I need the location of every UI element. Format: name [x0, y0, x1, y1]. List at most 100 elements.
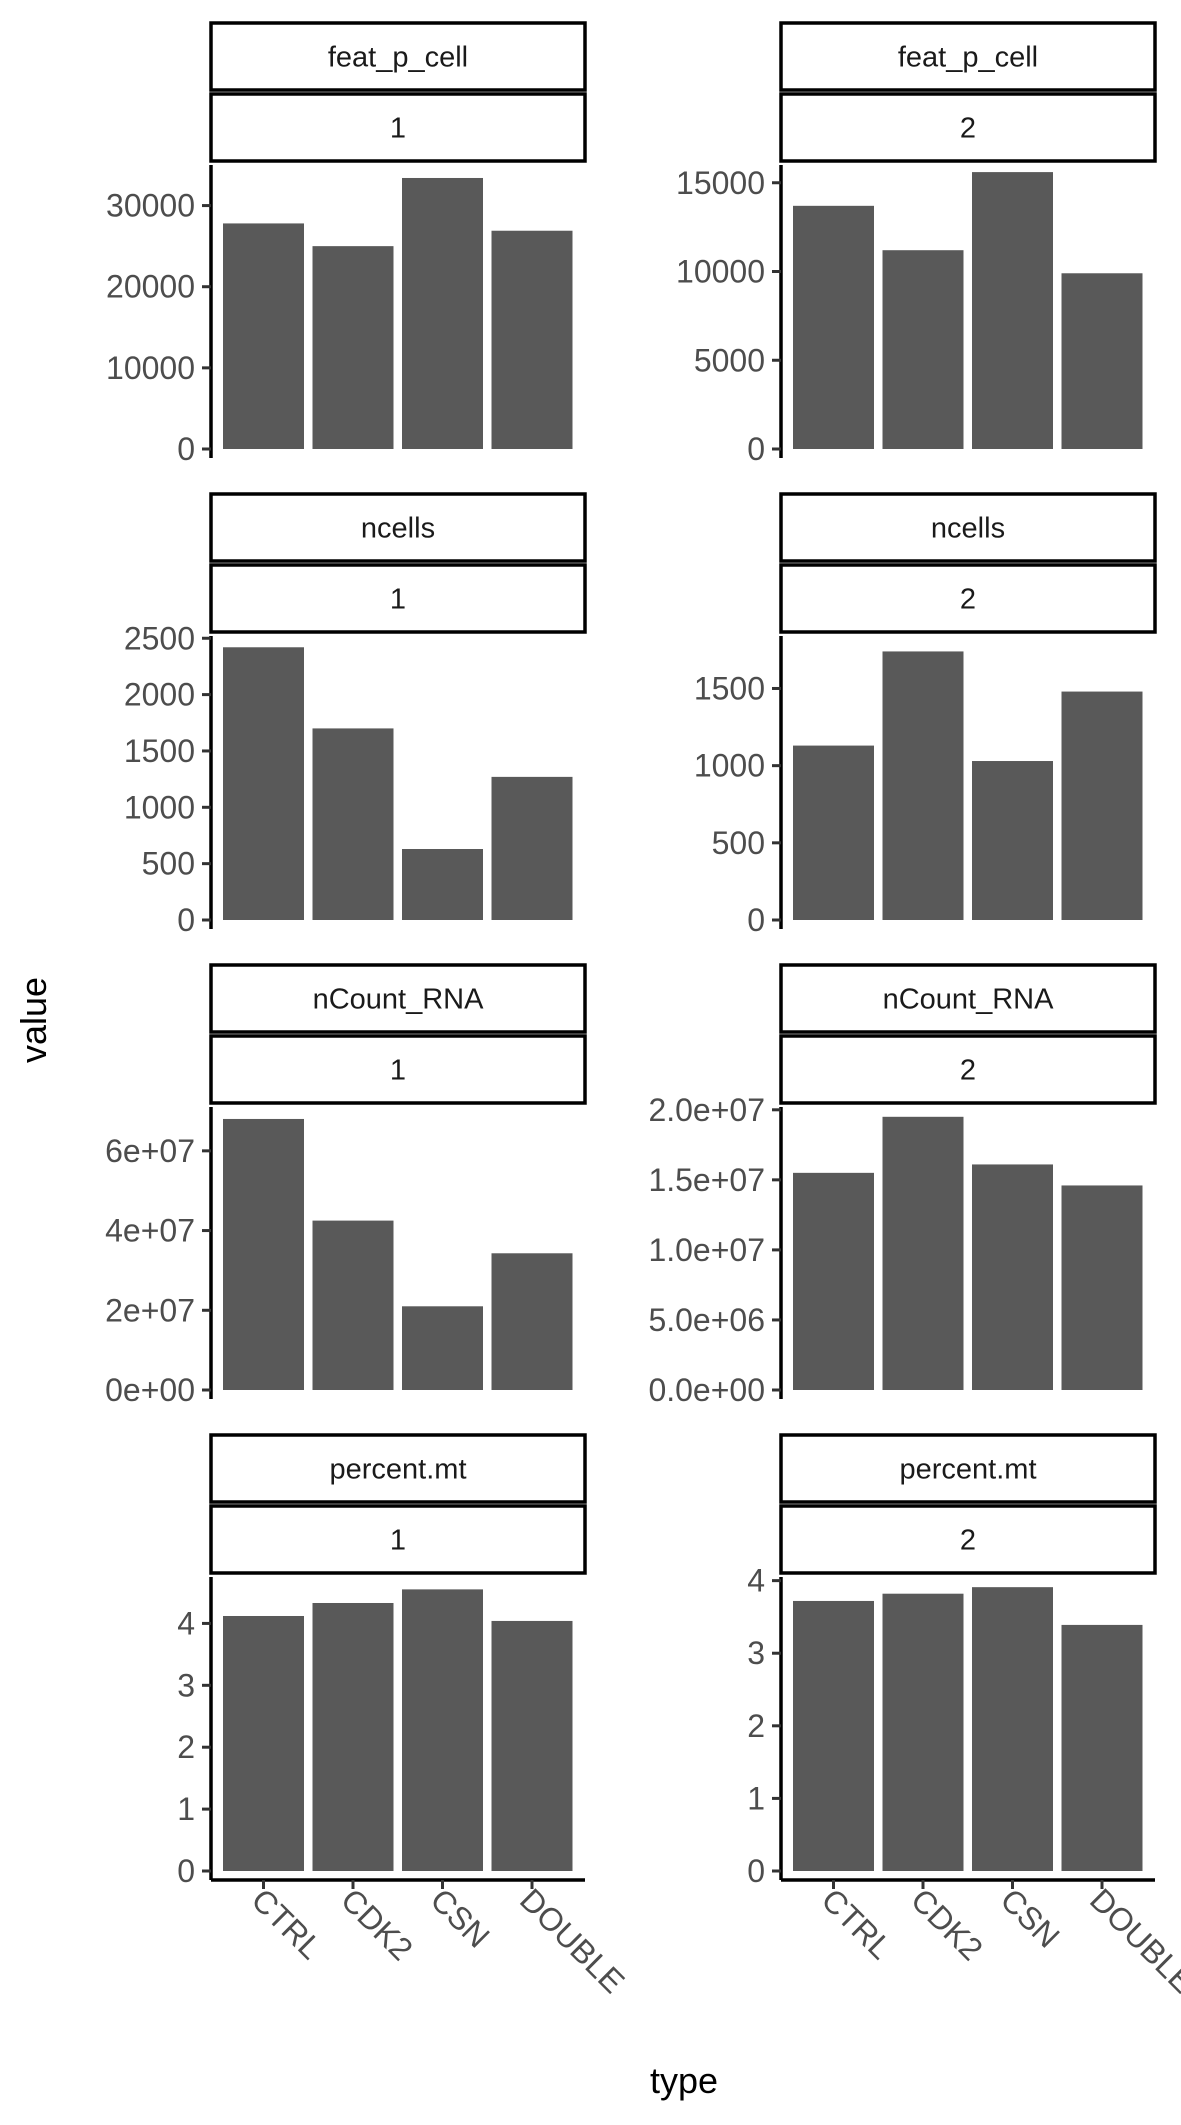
facet-6-y-tick-label: 1.0e+07	[648, 1232, 765, 1268]
facet-7-bar-double	[491, 1620, 573, 1871]
facet-6-y-tick-label: 1.5e+07	[648, 1162, 765, 1198]
facet-4-strip-variable-label: ncells	[931, 513, 1005, 545]
facet-8-strip-group	[779, 1504, 1157, 1575]
facet-8-strip-variable-label: percent.mt	[900, 1454, 1037, 1486]
facet-2-strip-group	[779, 92, 1157, 163]
facet-5-y-tick-label: 4e+07	[105, 1213, 195, 1249]
facet-8-bar-csn	[972, 1587, 1053, 1871]
facet-6-y-tick-label: 2.0e+07	[648, 1092, 765, 1128]
facet-3-y-tick-label: 2000	[124, 677, 195, 713]
facet-6-strip-group	[779, 1034, 1157, 1105]
facet-7-bar-ctrl	[223, 1615, 304, 1871]
facet-6-strip-variable-label: nCount_RNA	[883, 984, 1055, 1016]
facet-1-bar-double	[491, 230, 573, 449]
facet-3-y-tick-label: 1500	[124, 733, 195, 769]
facet-7-y-tick-label: 0	[177, 1853, 195, 1889]
facet-8-x-tick-label-ctrl: CTRL	[815, 1881, 900, 1966]
facet-3-y-tick-label: 0	[177, 902, 195, 938]
facet-4-strip-group	[779, 563, 1157, 634]
facet-1-strip-group	[209, 92, 587, 163]
facet-5-strip-group	[209, 1034, 587, 1105]
facet-8-y-tick-label: 1	[747, 1780, 765, 1816]
facet-8-y-tick-label: 0	[747, 1853, 765, 1889]
facet-2-bar-ctrl	[793, 205, 874, 449]
facet-6-bar-cdk2	[882, 1116, 964, 1390]
facet-5-strip-group-label: 1	[390, 1055, 406, 1087]
facet-2-strip-group-label: 2	[960, 113, 976, 145]
facet-3-y-tick-label: 500	[142, 846, 195, 882]
facet-4-bar-csn	[972, 761, 1053, 920]
facet-1-strip-variable	[209, 21, 587, 92]
facet-4-y-tick-label: 1000	[694, 748, 765, 784]
facet-1-strip-group-label: 1	[390, 113, 406, 145]
facet-5-bar-double	[491, 1253, 573, 1390]
facet-2-bar-cdk2	[882, 250, 964, 449]
facet-2-y-tick-label: 5000	[694, 342, 765, 378]
facet-4-y-tick-label: 500	[712, 825, 765, 861]
facet-3-bar-double	[491, 776, 573, 920]
facet-7-y-tick-label: 2	[177, 1729, 195, 1765]
facet-4-strip-variable	[779, 492, 1157, 563]
facet-7-strip-variable	[209, 1433, 587, 1504]
facet-2-strip-variable	[779, 21, 1157, 92]
facet-6-bar-double	[1061, 1185, 1143, 1390]
facet-8-y-tick-label: 3	[747, 1635, 765, 1671]
facet-7-x-tick-label-csn: CSN	[424, 1881, 497, 1954]
facet-3-bar-csn	[402, 849, 483, 920]
facet-1-bar-ctrl	[223, 223, 304, 449]
facet-7-x-tick-label-double: DOUBLE	[513, 1881, 632, 2000]
facet-5-strip-variable-label: nCount_RNA	[313, 984, 485, 1016]
facet-3-strip-group-label: 1	[390, 584, 406, 616]
facet-8-x-tick-label-cdk2: CDK2	[904, 1881, 990, 1967]
facet-3-strip-group	[209, 563, 587, 634]
facet-7-y-tick-label: 3	[177, 1667, 195, 1703]
facet-5-bar-cdk2	[312, 1220, 394, 1390]
facet-7-strip-group-label: 1	[390, 1525, 406, 1557]
facet-8-strip-variable	[779, 1433, 1157, 1504]
facet-5-y-tick-label: 2e+07	[105, 1292, 195, 1328]
facet-3-bar-ctrl	[223, 647, 304, 920]
facet-8-bar-cdk2	[882, 1593, 964, 1871]
facet-5-y-tick-label: 0e+00	[105, 1372, 195, 1408]
facet-7-y-tick-label: 1	[177, 1791, 195, 1827]
facet-7-x-tick-label-ctrl: CTRL	[245, 1881, 330, 1966]
facet-6-strip-variable	[779, 963, 1157, 1034]
facet-7-strip-group	[209, 1504, 587, 1575]
facet-2-y-tick-label: 10000	[676, 254, 765, 290]
facet-8-x-tick-label-double: DOUBLE	[1083, 1881, 1181, 2000]
facet-1-y-tick-label: 30000	[106, 188, 195, 224]
facet-2-bar-double	[1061, 273, 1143, 449]
facet-3-bar-cdk2	[312, 728, 394, 920]
facet-7-x-tick-label-cdk2: CDK2	[334, 1881, 420, 1967]
facet-4-y-tick-label: 0	[747, 902, 765, 938]
facet-5-y-tick-label: 6e+07	[105, 1133, 195, 1169]
facet-2-strip-variable-label: feat_p_cell	[898, 42, 1038, 74]
facet-4-bar-double	[1061, 691, 1143, 920]
facet-8-bar-ctrl	[793, 1600, 874, 1871]
facet-6-bar-ctrl	[793, 1172, 874, 1390]
facet-1-strip-variable-label: feat_p_cell	[328, 42, 468, 74]
facet-6-y-tick-label: 0.0e+00	[648, 1372, 765, 1408]
facet-3-y-tick-label: 2500	[124, 620, 195, 656]
facet-5-bar-csn	[402, 1306, 483, 1390]
facet-6-y-tick-label: 5.0e+06	[648, 1302, 765, 1338]
facet-5-strip-variable	[209, 963, 587, 1034]
facet-1-bar-csn	[402, 177, 483, 450]
facet-8-strip-group-label: 2	[960, 1525, 976, 1557]
facet-4-bar-ctrl	[793, 745, 874, 920]
facet-1-y-tick-label: 10000	[106, 350, 195, 386]
facet-3-strip-variable-label: ncells	[361, 513, 435, 545]
facet-8-y-tick-label: 4	[747, 1563, 765, 1599]
facet-1-y-tick-label: 20000	[106, 269, 195, 305]
facet-6-strip-group-label: 2	[960, 1055, 976, 1087]
facet-4-y-tick-label: 1500	[694, 670, 765, 706]
facet-5-bar-ctrl	[223, 1118, 304, 1390]
facet-8-x-tick-label-csn: CSN	[994, 1881, 1067, 1954]
facet-8-bar-double	[1061, 1624, 1143, 1871]
y-axis-title: value	[13, 977, 54, 1063]
facet-2-bar-csn	[972, 172, 1053, 449]
facet-2-y-tick-label: 15000	[676, 165, 765, 201]
facet-7-bar-cdk2	[312, 1602, 394, 1871]
facet-4-strip-group-label: 2	[960, 584, 976, 616]
